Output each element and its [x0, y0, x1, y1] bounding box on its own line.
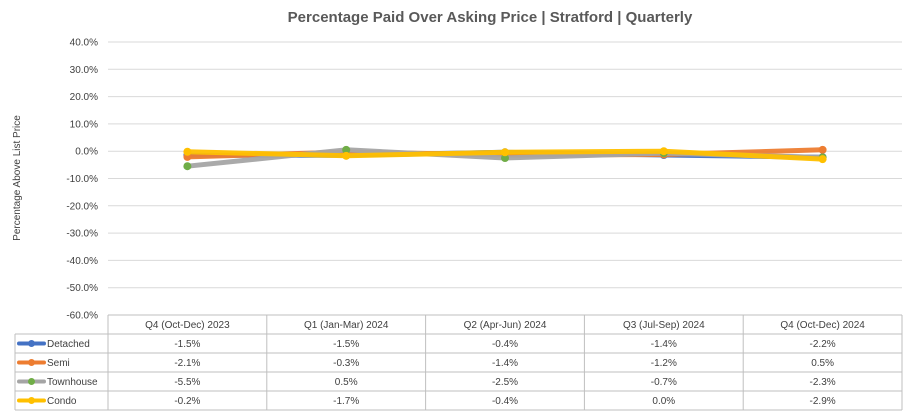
data-point — [501, 154, 509, 163]
table-cell: -1.4% — [492, 358, 518, 369]
legend-key-detached — [17, 340, 46, 347]
y-tick-label: -40.0% — [66, 256, 98, 267]
legend-marker — [28, 397, 35, 404]
legend-label: Detached — [47, 339, 90, 350]
legend-label: Condo — [47, 396, 77, 407]
table-cell: -5.5% — [174, 377, 200, 388]
y-tick-label: 40.0% — [70, 38, 98, 49]
table-cell: -1.2% — [651, 358, 677, 369]
table-cell: -0.4% — [492, 339, 518, 350]
legend-marker — [28, 340, 35, 347]
table-cell: -0.3% — [333, 358, 359, 369]
data-point — [818, 155, 827, 164]
legend-label: Semi — [47, 358, 70, 369]
y-tick-label: -50.0% — [66, 283, 98, 294]
data-point — [659, 147, 668, 156]
table-cell: -2.3% — [810, 377, 836, 388]
y-tick-label: -30.0% — [66, 229, 98, 240]
table-cell: -2.9% — [810, 396, 836, 407]
table-cell: 0.5% — [811, 358, 834, 369]
table-cell: 0.0% — [652, 396, 675, 407]
legend-key-condo — [17, 397, 46, 404]
data-table: Q4 (Oct-Dec) 2023 Q1 (Jan-Mar) 2024 Q2 (Ap… — [14, 314, 903, 411]
table-cell: 0.5% — [335, 377, 358, 388]
table-cell: -1.7% — [333, 396, 359, 407]
table-cell: -2.1% — [174, 358, 200, 369]
series-lines — [183, 145, 827, 171]
series-condo — [183, 147, 827, 164]
table-cell: -0.2% — [174, 396, 200, 407]
y-tick-label: 0.0% — [75, 147, 98, 158]
y-tick-label: -60.0% — [66, 311, 98, 322]
legend-label: Townhouse — [47, 377, 98, 388]
table-cell: -1.4% — [651, 339, 677, 350]
category-label: Q4 (Oct-Dec) 2023 — [145, 320, 230, 331]
gridlines — [108, 41, 902, 289]
y-axis-label: Percentage Above List Price — [12, 115, 23, 241]
data-point — [342, 145, 351, 154]
category-label: Q4 (Oct-Dec) 2024 — [780, 320, 865, 331]
data-point — [342, 151, 351, 160]
table-cell: -2.5% — [492, 377, 518, 388]
y-tick-label: 10.0% — [70, 119, 98, 130]
category-label: Q2 (Apr-Jun) 2024 — [464, 320, 547, 331]
y-tick-label: 20.0% — [70, 92, 98, 103]
y-tick-label: 30.0% — [70, 65, 98, 76]
table-cell: -0.4% — [492, 396, 518, 407]
data-point — [183, 147, 192, 156]
table-cell: -1.5% — [174, 339, 200, 350]
y-tick-label: -10.0% — [66, 174, 98, 185]
data-point — [818, 145, 827, 154]
data-point — [501, 148, 509, 157]
category-label: Q3 (Jul-Sep) 2024 — [623, 320, 705, 331]
legend-marker — [28, 378, 35, 385]
legend-marker — [28, 359, 35, 366]
category-label: Q1 (Jan-Mar) 2024 — [304, 320, 389, 331]
y-tick-label: -20.0% — [66, 201, 98, 212]
legend-key-semi — [17, 359, 46, 366]
y-tick-labels: 40.0% 30.0% 20.0% 10.0% 0.0% -10.0% -20.0% -30.… — [66, 38, 98, 322]
table-cell: -1.5% — [333, 339, 359, 350]
table-cell: -2.2% — [810, 339, 836, 350]
legend-key-townhouse — [17, 378, 46, 385]
chart-title: Percentage Paid Over Asking Price | Stra… — [288, 9, 693, 26]
data-point — [183, 162, 192, 171]
table-cell: -0.7% — [651, 377, 677, 388]
